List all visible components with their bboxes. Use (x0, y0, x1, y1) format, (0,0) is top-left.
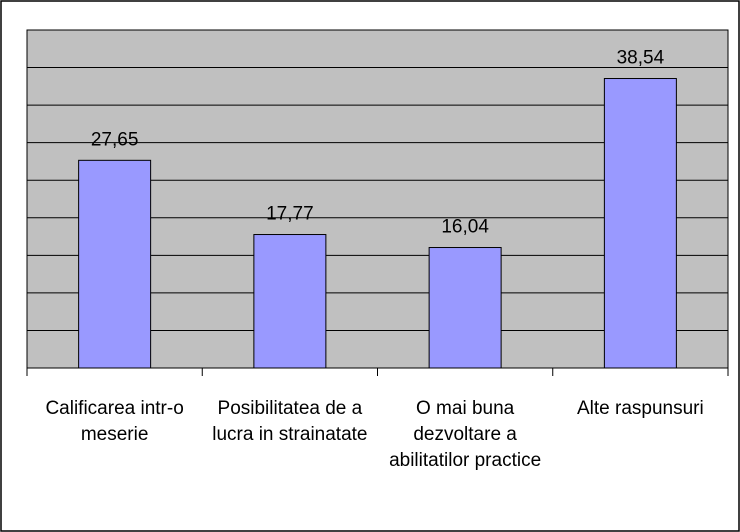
x-tick-label: Calificarea intr-o meserie (45, 398, 184, 445)
bar (78, 159, 152, 369)
data-label: 38,54 (617, 48, 665, 69)
data-label: 16,04 (441, 217, 489, 238)
bar (428, 247, 502, 369)
x-tick-label: O mai buna dezvoltare a abilitatilor pra… (389, 398, 542, 471)
bar (253, 234, 327, 369)
data-label: 17,77 (266, 204, 314, 225)
x-tick-label: Alte raspunsuri (577, 398, 704, 419)
data-label: 27,65 (91, 129, 139, 150)
x-tick-label: Posibilitatea de a lucra in strainatate (212, 398, 368, 445)
bar (603, 78, 677, 369)
